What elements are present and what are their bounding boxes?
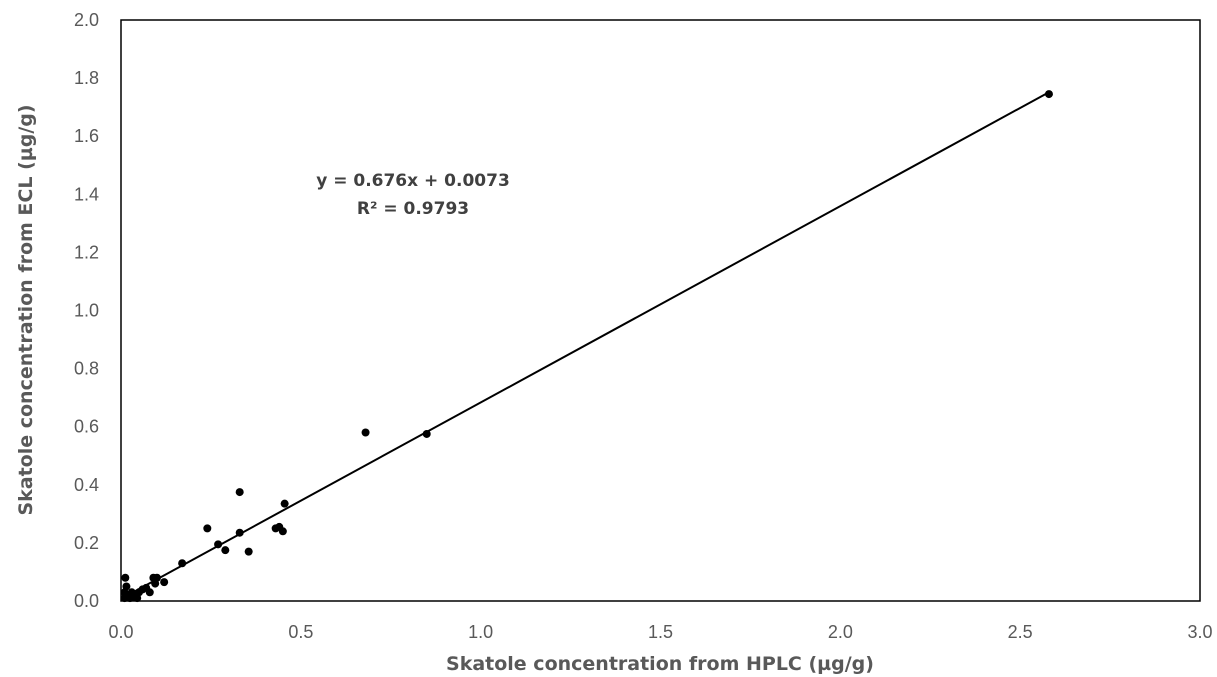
y-tick-label: 1.4 — [74, 184, 99, 204]
y-tick-label: 1.0 — [74, 301, 99, 321]
data-point — [235, 528, 244, 537]
x-tick-label: 3.0 — [1187, 622, 1212, 642]
trendline — [120, 91, 1050, 600]
x-axis-title: Skatole concentration from HPLC (µg/g) — [446, 653, 874, 675]
y-tick-label: 0.6 — [74, 417, 99, 437]
data-point — [203, 524, 212, 533]
x-tick-label: 1.5 — [648, 622, 673, 642]
x-tick-label: 2.0 — [828, 622, 853, 642]
data-point — [244, 547, 253, 556]
x-tick-label: 0.0 — [108, 622, 133, 642]
data-point — [235, 488, 244, 497]
y-tick-label: 0.4 — [74, 475, 99, 495]
data-point — [160, 578, 169, 587]
data-point — [361, 428, 370, 437]
y-tick-label: 1.2 — [74, 242, 99, 262]
data-point — [178, 559, 187, 568]
y-tick-label: 1.6 — [74, 126, 99, 146]
data-point — [1044, 90, 1053, 99]
x-tick-label: 0.5 — [288, 622, 313, 642]
data-point — [152, 573, 161, 582]
y-tick-label: 0.0 — [74, 591, 99, 611]
x-tick-label: 1.0 — [468, 622, 493, 642]
y-axis-title: Skatole concentration from ECL (µg/g) — [15, 104, 37, 515]
y-tick-label: 1.8 — [74, 68, 99, 88]
y-tick-label: 2.0 — [74, 10, 99, 30]
data-point — [422, 429, 431, 438]
y-tick-label: 0.8 — [74, 359, 99, 379]
data-point — [122, 582, 131, 591]
data-point — [121, 573, 130, 582]
data-point — [214, 540, 223, 549]
y-axis-ticks: 0.0 0.2 0.4 0.6 0.8 1.0 1.2 1.4 1.6 1.8 2.0 — [74, 10, 99, 611]
y-tick-label: 0.2 — [74, 533, 99, 553]
x-axis-ticks: 0.0 0.5 1.0 1.5 2.0 2.5 3.0 — [108, 622, 1212, 642]
trendline-equation: y = 0.676x + 0.0073 — [316, 171, 510, 191]
x-tick-label: 2.5 — [1008, 622, 1033, 642]
data-point — [145, 588, 154, 597]
data-point — [278, 527, 287, 536]
data-point — [280, 499, 289, 508]
data-point — [221, 546, 230, 555]
plot-area — [120, 19, 1201, 602]
data-points — [120, 90, 1053, 603]
trendline-r-squared: R² = 0.9793 — [357, 199, 469, 219]
